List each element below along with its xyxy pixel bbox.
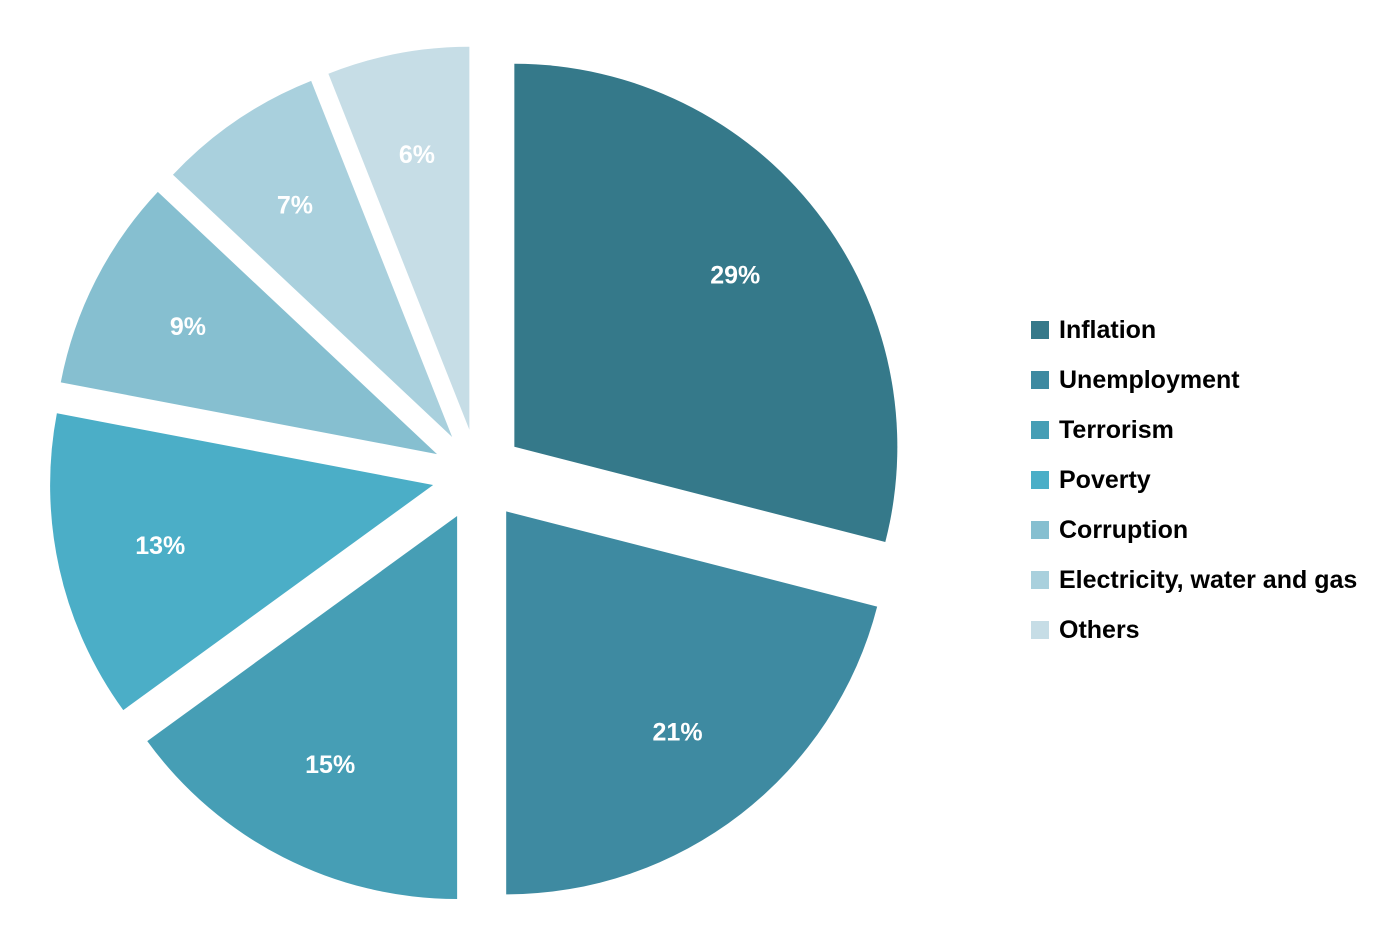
legend-swatch bbox=[1031, 571, 1049, 589]
legend-item-poverty: Poverty bbox=[1031, 455, 1400, 505]
legend-item-inflation: Inflation bbox=[1031, 305, 1400, 355]
legend-item-others: Others bbox=[1031, 605, 1400, 655]
data-label-unemployment: 21% bbox=[653, 718, 703, 746]
legend-item-terrorism: Terrorism bbox=[1031, 405, 1400, 455]
legend-label: Terrorism bbox=[1059, 415, 1174, 444]
pie-slice-poverty bbox=[50, 413, 434, 711]
legend-swatch bbox=[1031, 471, 1049, 489]
legend-swatch bbox=[1031, 371, 1049, 389]
data-label-electricity-water-and-gas: 7% bbox=[277, 192, 313, 220]
legend-item-corruption: Corruption bbox=[1031, 505, 1400, 555]
data-label-terrorism: 15% bbox=[305, 751, 355, 779]
pie-slice-unemployment bbox=[506, 511, 878, 895]
pie-slice-others bbox=[328, 46, 470, 430]
pie-slice-terrorism bbox=[147, 515, 458, 899]
legend-item-electricity-water-and-gas: Electricity, water and gas bbox=[1031, 555, 1400, 605]
pie-slice-corruption bbox=[60, 191, 438, 455]
legend-label: Inflation bbox=[1059, 315, 1157, 344]
data-label-corruption: 9% bbox=[170, 313, 206, 341]
data-label-poverty: 13% bbox=[135, 532, 185, 560]
legend-item-unemployment: Unemployment bbox=[1031, 355, 1400, 405]
chart-legend: Inflation Unemployment Terrorism Poverty Cor… bbox=[1031, 305, 1400, 655]
legend-label: Electricity, water and gas bbox=[1059, 565, 1358, 594]
legend-swatch bbox=[1031, 421, 1049, 439]
data-label-inflation: 29% bbox=[710, 261, 760, 289]
pie-slice-inflation bbox=[514, 63, 898, 543]
legend-label: Poverty bbox=[1059, 465, 1151, 494]
pie-slice-electricity-water-and-gas bbox=[172, 80, 453, 437]
legend-label: Corruption bbox=[1059, 515, 1189, 544]
legend-label: Others bbox=[1059, 615, 1140, 644]
legend-swatch bbox=[1031, 521, 1049, 539]
legend-swatch bbox=[1031, 321, 1049, 339]
legend-swatch bbox=[1031, 621, 1049, 639]
legend-label: Unemployment bbox=[1059, 365, 1240, 394]
data-label-others: 6% bbox=[399, 141, 435, 169]
